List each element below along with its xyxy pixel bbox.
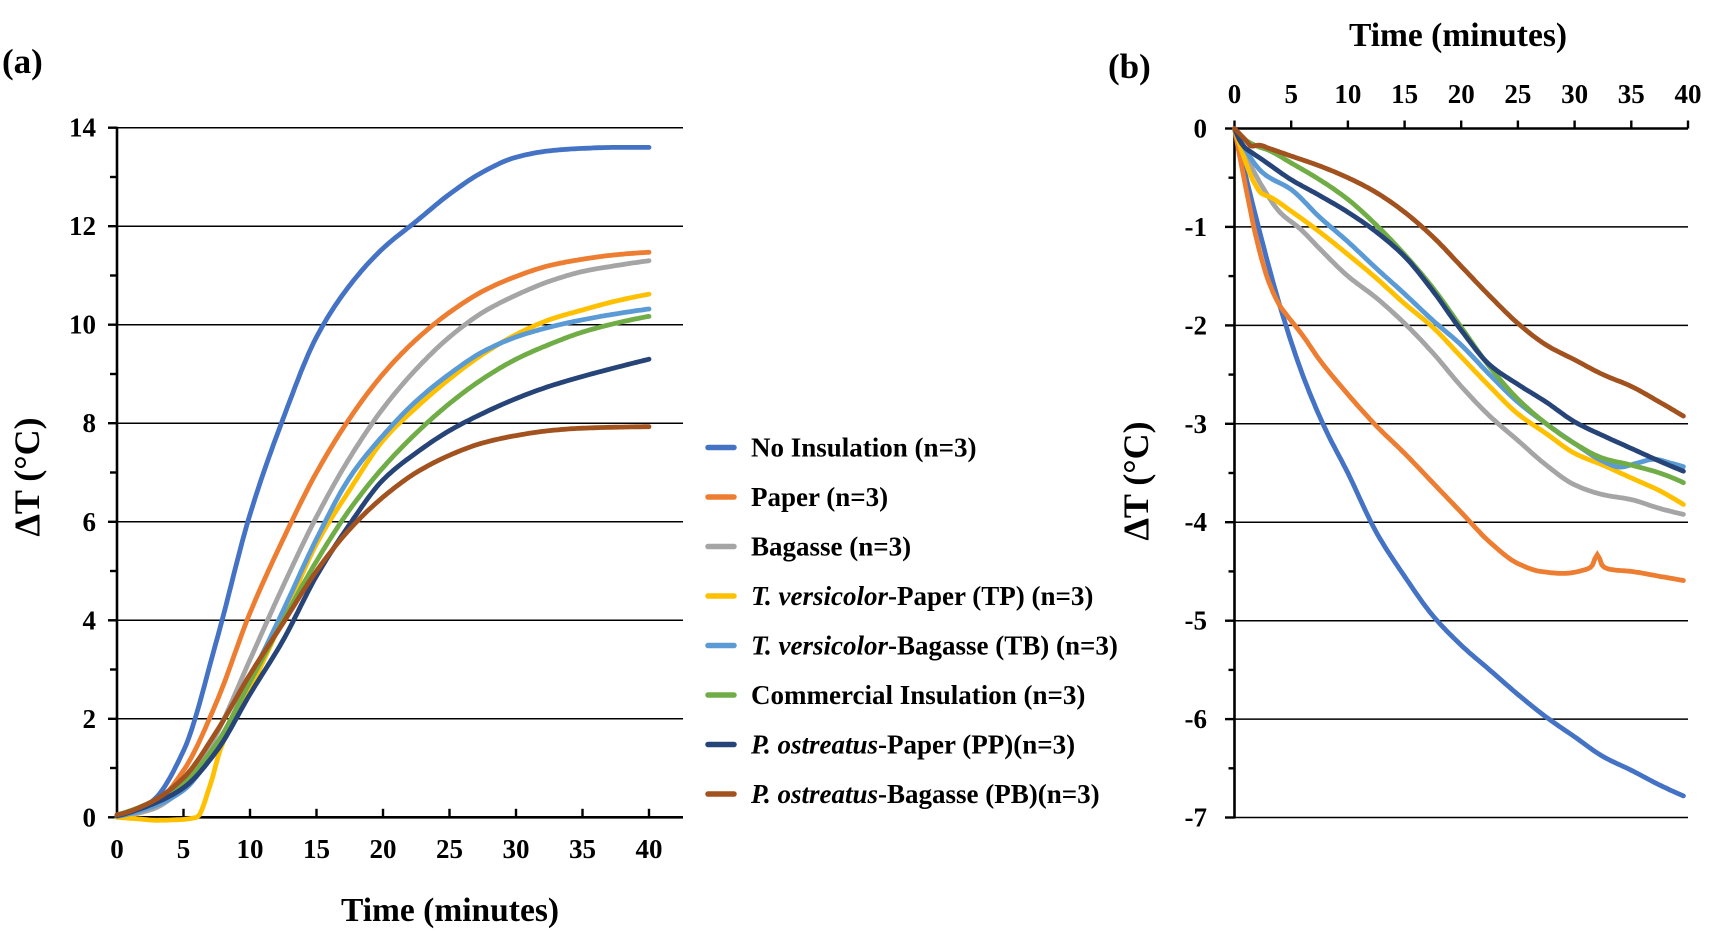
svg-text:2: 2	[83, 704, 97, 734]
svg-text:Commercial Insulation (n=3): Commercial Insulation (n=3)	[751, 680, 1085, 710]
svg-text:Time (minutes): Time (minutes)	[1349, 17, 1567, 54]
svg-text:-5: -5	[1185, 606, 1208, 636]
svg-text:25: 25	[1504, 79, 1531, 109]
svg-text:No Insulation (n=3): No Insulation (n=3)	[751, 433, 976, 463]
svg-text:10: 10	[237, 834, 264, 864]
svg-text:-6: -6	[1185, 704, 1208, 734]
svg-text:0: 0	[83, 802, 97, 832]
svg-text:-2: -2	[1185, 310, 1208, 340]
svg-text:40: 40	[636, 834, 663, 864]
svg-text:ΔT (°C): ΔT (°C)	[1116, 421, 1156, 540]
svg-text:Bagasse (n=3): Bagasse (n=3)	[751, 532, 911, 562]
svg-text:P. ostreatus-Bagasse (PB)(n=3): P. ostreatus-Bagasse (PB)(n=3)	[750, 779, 1100, 809]
svg-text:4: 4	[83, 605, 97, 635]
svg-text:10: 10	[69, 310, 96, 340]
svg-text:-4: -4	[1185, 507, 1208, 537]
svg-text:20: 20	[370, 834, 397, 864]
svg-text:35: 35	[1618, 79, 1645, 109]
svg-text:15: 15	[303, 834, 330, 864]
svg-text:Paper (n=3): Paper (n=3)	[751, 482, 888, 512]
svg-text:14: 14	[69, 113, 96, 143]
svg-text:5: 5	[177, 834, 191, 864]
svg-text:0: 0	[1228, 79, 1242, 109]
svg-text:ΔT (°C): ΔT (°C)	[7, 417, 47, 536]
svg-text:-1: -1	[1185, 212, 1208, 242]
svg-text:0: 0	[110, 834, 124, 864]
svg-text:20: 20	[1448, 79, 1475, 109]
svg-text:-3: -3	[1185, 409, 1208, 439]
svg-text:25: 25	[436, 834, 463, 864]
svg-text:(b): (b)	[1108, 47, 1151, 86]
svg-text:8: 8	[83, 408, 97, 438]
svg-text:10: 10	[1334, 79, 1361, 109]
svg-text:35: 35	[569, 834, 596, 864]
svg-text:T. versicolor-Paper (TP) (n=3): T. versicolor-Paper (TP) (n=3)	[751, 581, 1093, 611]
svg-text:-7: -7	[1185, 803, 1208, 833]
svg-text:T. versicolor-Bagasse (TB) (n=: T. versicolor-Bagasse (TB) (n=3)	[751, 631, 1118, 661]
svg-text:40: 40	[1675, 79, 1702, 109]
svg-text:P. ostreatus-Paper (PP)(n=3): P. ostreatus-Paper (PP)(n=3)	[750, 730, 1075, 760]
svg-text:6: 6	[83, 507, 97, 537]
svg-text:12: 12	[69, 211, 96, 241]
svg-text:30: 30	[1561, 79, 1588, 109]
svg-text:15: 15	[1391, 79, 1418, 109]
svg-text:30: 30	[503, 834, 530, 864]
svg-text:0: 0	[1194, 114, 1208, 144]
svg-text:Time (minutes): Time (minutes)	[341, 892, 559, 929]
svg-text:(a): (a)	[2, 42, 43, 81]
svg-text:5: 5	[1284, 79, 1298, 109]
